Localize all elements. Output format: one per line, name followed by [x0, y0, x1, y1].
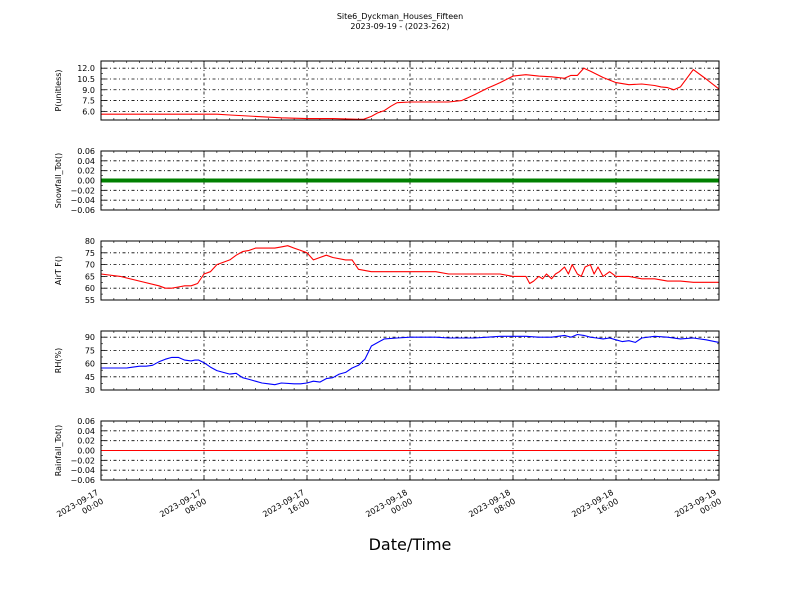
y-tick-label: 0.04 — [77, 427, 95, 436]
y-tick-label: 65 — [85, 272, 95, 281]
x-tick-label: 2023-09-1716:00 — [261, 488, 311, 528]
y-axis-label: Snowfall_Tot() — [54, 153, 63, 209]
panel-frame — [100, 330, 720, 391]
y-tick-label: 0.00 — [77, 447, 95, 456]
x-tick-label: 2023-09-1800:00 — [364, 488, 414, 528]
y-tick-label: 75 — [85, 346, 95, 355]
y-tick-label: 45 — [85, 373, 95, 382]
series-line — [101, 67, 720, 120]
y-tick-label: 90 — [85, 333, 95, 342]
x-tick-labels: 2023-09-1700:00 2023-09-1708:00 2023-09-17… — [55, 488, 723, 528]
y-tick-label: −0.04 — [70, 196, 95, 205]
y-axis-label: P(unitless) — [54, 69, 63, 111]
y-tick-label: 60 — [85, 360, 95, 369]
y-tick-label: 0.06 — [77, 417, 95, 426]
y-axis-label: Rainfall_Tot() — [54, 425, 63, 477]
y-tick-label: 7.5 — [82, 97, 95, 106]
y-tick-label: −0.06 — [70, 476, 95, 485]
y-tick-label: −0.02 — [70, 456, 95, 465]
panel-frame — [100, 420, 720, 481]
y-axis-label: AirT F() — [54, 256, 63, 285]
x-axis-label: Date/Time — [369, 535, 452, 554]
y-axis-label: RH(%) — [54, 348, 63, 373]
series-line — [101, 333, 720, 386]
y-tick-label: 0.02 — [77, 437, 95, 446]
panel-1: −0.06−0.04−0.020.000.020.040.06 Snowfall_… — [54, 147, 720, 215]
y-tick-label: 9.0 — [82, 86, 95, 95]
y-tick-label: 0.00 — [77, 177, 95, 186]
y-tick-label: 75 — [85, 249, 95, 258]
panel-2: 55 60 65 70 75 80 AirT F() — [54, 237, 720, 305]
y-tick-label: 0.04 — [77, 157, 95, 166]
x-tick-label: 2023-09-1900:00 — [673, 488, 723, 528]
x-tick-label: 2023-09-1816:00 — [570, 488, 620, 528]
panel-frame — [100, 60, 720, 121]
panel-frame — [100, 240, 720, 301]
x-tick-label: 2023-09-1700:00 — [55, 488, 105, 528]
y-tick-label: 6.0 — [82, 107, 95, 116]
y-tick-label: 80 — [85, 237, 95, 246]
panel-3: 30 45 60 75 90 RH(%) — [54, 330, 720, 395]
y-tick-label: 0.06 — [77, 147, 95, 156]
panels: 6.07.59.010.512.0P(unitless)−0.06−0.04−0… — [54, 60, 720, 485]
y-tick-label: 12.0 — [77, 64, 95, 73]
y-tick-label: −0.02 — [70, 186, 95, 195]
chart-subtitle: 2023-09-19 - (2023-262) — [350, 22, 449, 31]
y-tick-label: 10.5 — [77, 75, 95, 84]
y-tick-label: −0.06 — [70, 206, 95, 215]
x-tick-label: 2023-09-1708:00 — [158, 488, 208, 528]
panel-0: 6.07.5 9.0 10.5 12.0 P(unitless) — [54, 60, 720, 121]
panel-frame — [100, 150, 720, 211]
series-line — [100, 245, 719, 289]
y-tick-label: −0.04 — [70, 466, 95, 475]
x-tick-label: 2023-09-1808:00 — [467, 488, 517, 528]
chart-title: Site6_Dyckman_Houses_Fifteen — [337, 12, 463, 21]
y-tick-label: 55 — [85, 296, 95, 305]
panel-4: −0.06−0.04−0.020.000.020.040.06 Rainfall_… — [54, 417, 720, 485]
y-tick-label: 70 — [85, 261, 95, 270]
y-tick-label: 60 — [85, 284, 95, 293]
y-tick-label: 30 — [85, 386, 95, 395]
y-tick-label: 0.02 — [77, 167, 95, 176]
